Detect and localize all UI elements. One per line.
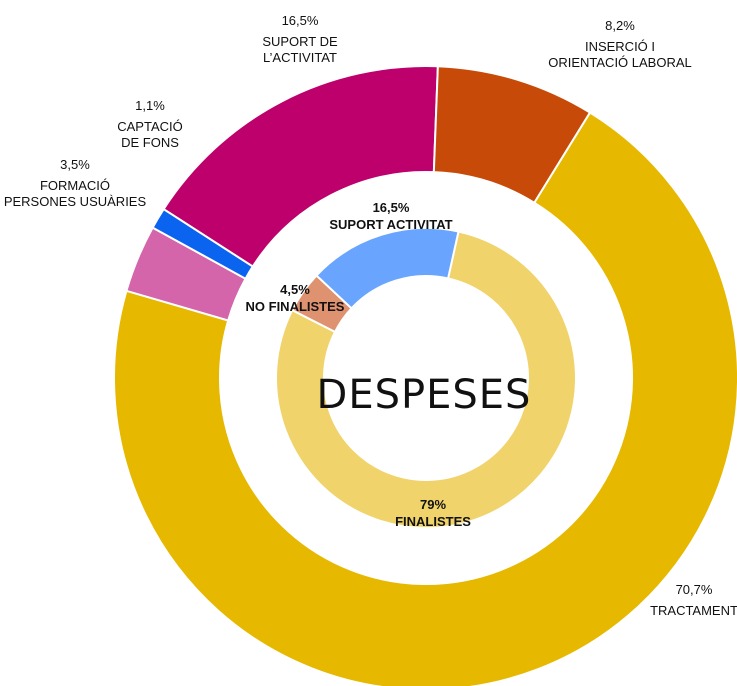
inner-slice-0	[275, 230, 577, 529]
inner-value-label-2: 16,5%	[373, 200, 410, 215]
outer-slice-4	[432, 65, 592, 205]
inner-ring	[275, 227, 577, 529]
outer-value-label-4: 8,2%	[605, 18, 635, 33]
outer-category-label-2-1: DE FONS	[121, 135, 179, 150]
chart-title: DESPESES	[317, 372, 532, 418]
outer-category-label-3-0: SUPORT DE	[262, 34, 338, 49]
outer-value-label-3: 16,5%	[282, 13, 319, 28]
outer-value-label-0: 70,7%	[676, 582, 713, 597]
outer-category-label-1-0: FORMACIÓ	[40, 178, 110, 193]
outer-category-label-4-1: ORIENTACIÓ LABORAL	[548, 55, 692, 70]
outer-category-label-3-1: L’ACTIVITAT	[263, 50, 337, 65]
outer-category-label-0-0: TRACTAMENT	[650, 603, 737, 618]
inner-category-label-1-0: NO FINALISTES	[246, 299, 345, 314]
outer-category-label-4-0: INSERCIÓ I	[585, 39, 655, 54]
outer-category-label-2-0: CAPTACIÓ	[117, 119, 183, 134]
inner-category-label-2-0: SUPORT ACTIVITAT	[329, 217, 452, 232]
outer-ring	[113, 65, 737, 686]
inner-slice-2	[315, 227, 460, 310]
inner-value-label-0: 79%	[420, 497, 446, 512]
inner-category-label-0-0: FINALISTES	[395, 514, 471, 529]
outer-value-label-2: 1,1%	[135, 98, 165, 113]
outer-slice-0	[113, 111, 737, 686]
inner-value-label-1: 4,5%	[280, 282, 310, 297]
outer-category-label-1-1: PERSONES USUÀRIES	[4, 194, 147, 209]
outer-value-label-1: 3,5%	[60, 157, 90, 172]
